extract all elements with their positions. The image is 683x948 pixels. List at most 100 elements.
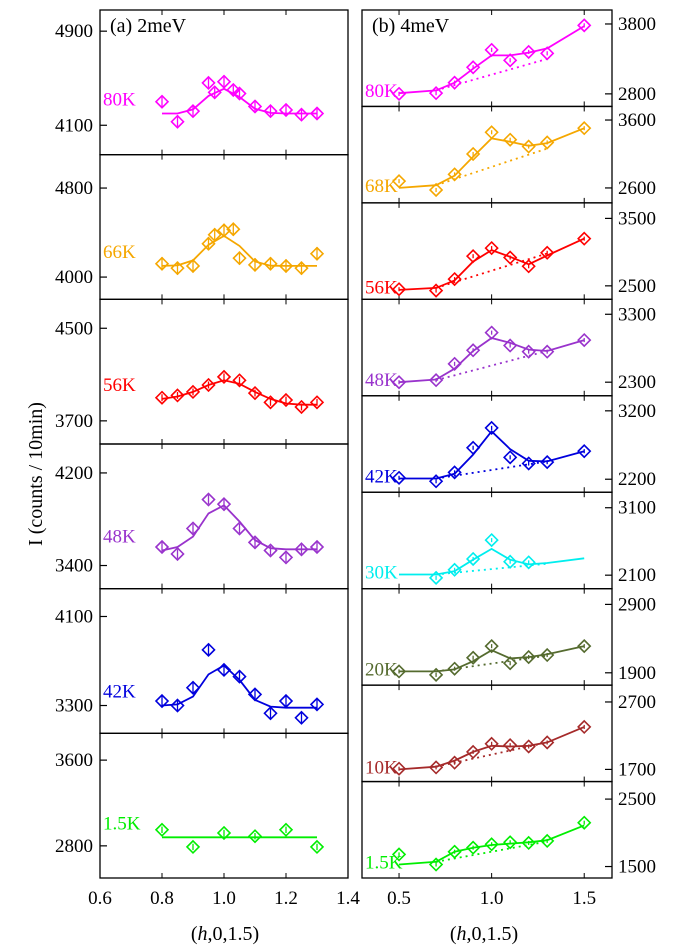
temperature-label: 56K — [103, 375, 136, 396]
temperature-label: 66K — [103, 242, 136, 263]
temperature-label: 80K — [103, 90, 136, 111]
data-point — [577, 638, 592, 654]
data-point — [226, 222, 241, 237]
data-point — [216, 369, 232, 385]
data-point — [185, 680, 201, 695]
data-point — [154, 390, 170, 405]
y-tick-label: 4200 — [55, 463, 93, 484]
data-point — [263, 543, 278, 558]
data-point — [278, 102, 294, 118]
subplot-frame — [99, 443, 349, 590]
data-point — [185, 384, 201, 400]
data-point — [216, 825, 232, 841]
data-point — [540, 245, 555, 260]
data-point — [503, 53, 518, 68]
data-point — [294, 542, 309, 557]
subplot-48K: 2300 3300 48K — [361, 298, 656, 397]
panels-layer: 4100 4900 80K 4000 4800 66K 3700 4500 56K 3400 420… — [55, 9, 656, 909]
y-tick-label: 3800 — [618, 14, 656, 35]
data-point — [154, 94, 170, 109]
y-tick-label: 3600 — [55, 750, 93, 771]
temperature-label: 48K — [103, 526, 136, 547]
subplot-56K: 2500 3500 56K — [361, 202, 656, 300]
data-point — [447, 167, 462, 182]
data-point — [247, 99, 263, 114]
data-point — [309, 246, 325, 261]
data-point — [484, 325, 499, 340]
data-point — [201, 377, 216, 393]
y-tick-label: 3600 — [618, 110, 656, 131]
temperature-label: 42K — [103, 682, 136, 703]
baseline-dotted — [435, 58, 548, 92]
data-point — [216, 74, 232, 89]
y-tick-label: 2500 — [618, 789, 656, 810]
data-point — [465, 249, 481, 264]
y-tick-label: 1700 — [618, 759, 656, 780]
data-point — [447, 271, 462, 287]
data-point — [247, 385, 263, 401]
data-point — [391, 847, 407, 862]
data-point — [207, 227, 222, 242]
data-point — [391, 470, 407, 485]
data-point — [447, 755, 462, 770]
data-point — [154, 539, 170, 555]
data-point — [503, 450, 518, 465]
data-point — [465, 60, 481, 75]
panel-b: 2800 3800 80K 2600 3600 68K 2500 3500 56K 2300 330… — [361, 9, 656, 909]
y-tick-label: 2800 — [55, 836, 93, 857]
subplot-frame — [99, 588, 349, 734]
data-point — [278, 258, 294, 274]
data-point — [309, 106, 325, 121]
data-point — [232, 373, 247, 388]
subplot-30K: 2100 3100 30K — [361, 491, 656, 590]
data-point — [540, 833, 555, 849]
y-tick-label: 2600 — [618, 178, 656, 199]
temperature-label: 48K — [365, 370, 398, 391]
data-point — [447, 465, 462, 480]
y-tick-label: 4000 — [55, 267, 93, 288]
data-point — [484, 240, 499, 256]
data-point — [521, 139, 536, 154]
data-point — [170, 388, 185, 403]
data-point — [484, 125, 499, 140]
y-tick-label: 4100 — [55, 606, 93, 627]
y-tick-label: 3300 — [618, 304, 656, 325]
data-point — [577, 332, 592, 348]
data-point — [465, 551, 481, 567]
subplot-20K: 1900 2900 20K — [361, 588, 656, 686]
data-point — [503, 250, 518, 265]
x-tick-label: 1.5 — [572, 888, 596, 909]
data-point — [170, 114, 185, 129]
data-point — [577, 815, 592, 830]
y-tick-label: 3200 — [618, 401, 656, 422]
fit-line — [161, 379, 317, 406]
data-point — [447, 356, 462, 371]
x-tick-label: 1.4 — [336, 888, 360, 909]
subplot-66K: 4000 4800 66K — [55, 154, 349, 300]
data-point — [447, 844, 462, 859]
data-point — [521, 456, 536, 471]
data-point — [185, 521, 201, 536]
y-tick-label: 1900 — [618, 663, 656, 684]
data-point — [201, 236, 216, 251]
data-point — [465, 146, 481, 162]
data-point — [232, 669, 247, 684]
data-point — [503, 656, 518, 671]
data-point — [294, 399, 309, 415]
data-point — [309, 395, 325, 410]
panel-a: 4100 4900 80K 4000 4800 66K 3700 4500 56K 3400 420… — [55, 9, 360, 909]
data-point — [232, 521, 247, 536]
data-point — [185, 258, 201, 274]
subplot-frame — [99, 732, 349, 879]
fit-line — [399, 547, 585, 576]
data-point — [465, 744, 481, 760]
y-tick-label: 1500 — [618, 857, 656, 878]
data-point — [278, 550, 294, 565]
subplot-42K: 3300 4100 42K — [55, 588, 349, 734]
data-point — [309, 697, 325, 712]
data-point — [465, 650, 481, 665]
data-point — [201, 75, 216, 91]
y-tick-label: 2700 — [618, 692, 656, 713]
x-axis-title-left: (h,0,1.5) — [191, 923, 259, 945]
